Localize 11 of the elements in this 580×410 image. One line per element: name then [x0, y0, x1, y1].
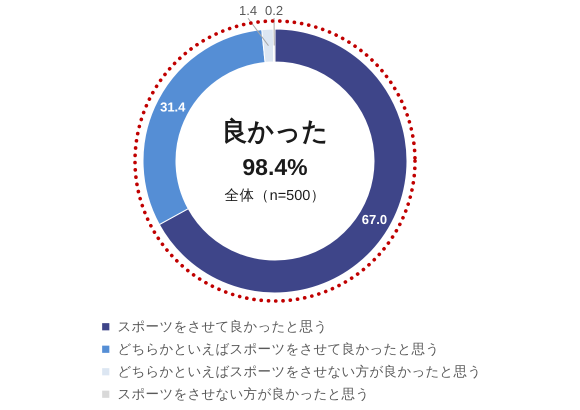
data-label: 1.4 — [239, 3, 258, 18]
text: 全体（n=500） — [224, 187, 326, 204]
text: 98.4% — [242, 154, 308, 180]
legend-label: どちらかといえばスポーツをさせない方が良かったと思う — [118, 364, 482, 379]
data-label: 31.4 — [160, 99, 186, 114]
data-label: 0.2 — [265, 3, 284, 18]
legend-label: スポーツをさせて良かったと思う — [118, 318, 328, 334]
legend-label: スポーツをさせない方が良かったと思う — [118, 386, 370, 402]
text: 良かった — [222, 116, 328, 146]
legend-label: どちらかといえばスポーツをさせて良かったと思う — [118, 341, 440, 356]
data-label: 67.0 — [362, 212, 388, 227]
